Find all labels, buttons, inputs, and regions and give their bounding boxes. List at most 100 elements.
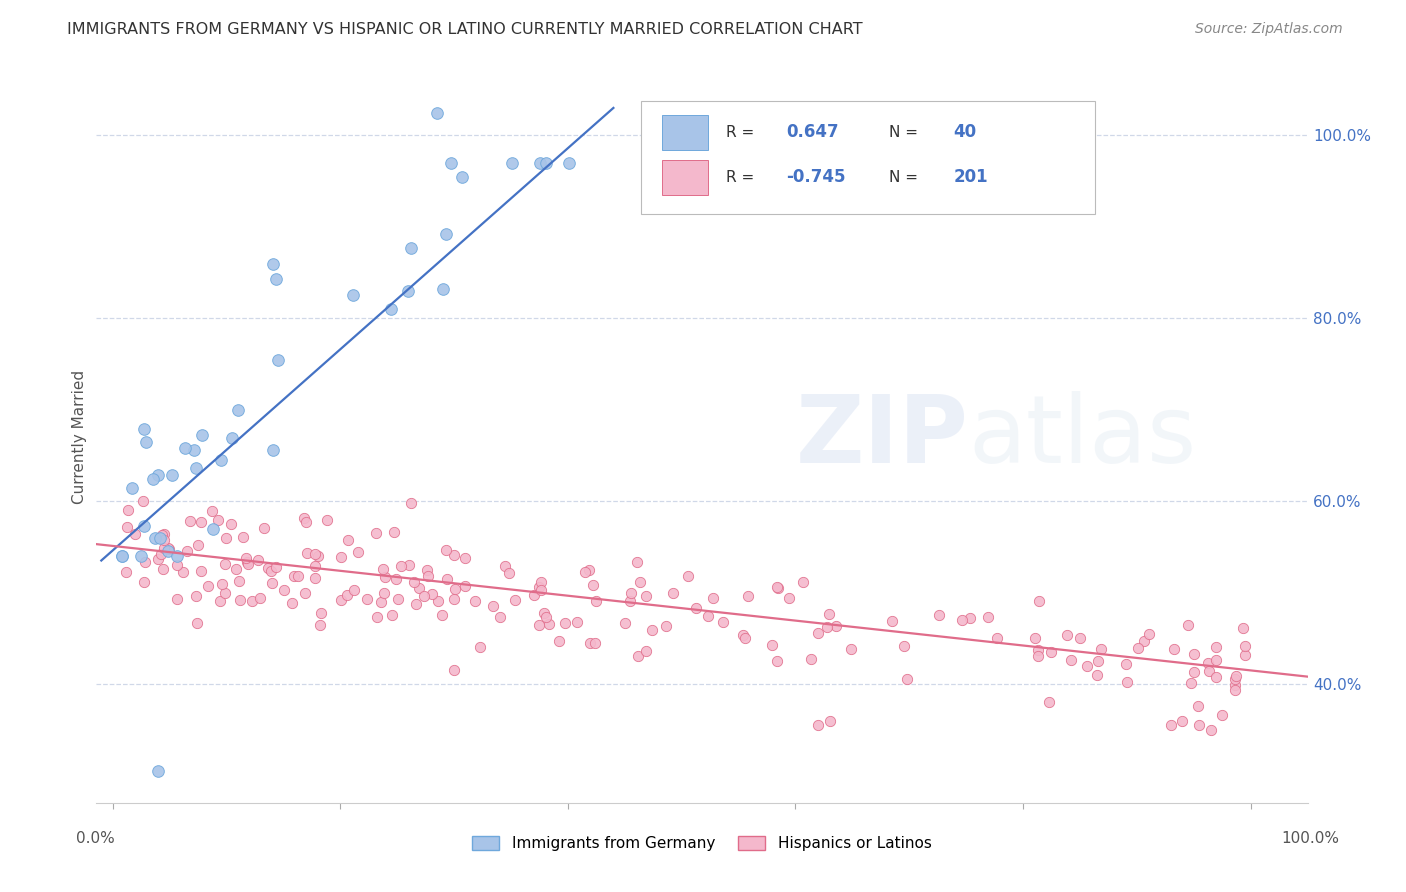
Point	[148, 467, 170, 482]
Point	[558, 155, 581, 169]
Point	[792, 575, 814, 590]
Point	[443, 591, 465, 606]
Point	[585, 635, 607, 649]
Point	[229, 592, 252, 607]
Point	[548, 634, 571, 648]
Point	[1225, 669, 1247, 683]
Point	[343, 583, 366, 598]
Point	[711, 615, 734, 629]
Point	[225, 562, 247, 576]
Point	[256, 561, 278, 575]
Point	[370, 595, 392, 609]
Point	[221, 430, 243, 444]
Point	[329, 592, 352, 607]
Point	[818, 607, 841, 621]
Point	[201, 504, 224, 518]
Point	[184, 589, 207, 603]
Point	[262, 257, 284, 271]
Point	[959, 611, 981, 625]
Point	[581, 578, 603, 592]
Point	[628, 575, 651, 590]
Point	[249, 591, 271, 605]
Point	[1040, 645, 1063, 659]
Point	[565, 615, 588, 630]
Point	[134, 555, 156, 569]
Point	[124, 527, 146, 541]
Point	[434, 227, 457, 242]
Point	[264, 271, 287, 285]
Text: Source: ZipAtlas.com: Source: ZipAtlas.com	[1195, 22, 1343, 37]
Text: R =: R =	[725, 169, 759, 185]
Point	[527, 580, 550, 594]
Point	[436, 572, 458, 586]
Point	[173, 441, 195, 455]
Point	[337, 533, 360, 547]
Point	[574, 565, 596, 579]
Point	[530, 582, 553, 597]
Point	[815, 620, 838, 634]
Point	[329, 550, 352, 565]
Point	[240, 593, 263, 607]
Point	[184, 461, 207, 475]
Point	[977, 610, 1000, 624]
Point	[304, 559, 326, 574]
Point	[356, 591, 378, 606]
Point	[825, 619, 848, 633]
Point	[1171, 714, 1194, 728]
Point	[641, 624, 664, 638]
Point	[627, 649, 650, 664]
Point	[434, 542, 457, 557]
Point	[685, 601, 707, 615]
Point	[498, 566, 520, 580]
Point	[807, 626, 830, 640]
Text: -0.745: -0.745	[786, 169, 846, 186]
Point	[426, 105, 449, 120]
Point	[412, 589, 434, 603]
Point	[152, 562, 174, 576]
Point	[430, 608, 453, 623]
Point	[1188, 718, 1211, 732]
Point	[765, 654, 787, 668]
Point	[1115, 675, 1137, 690]
Point	[264, 559, 287, 574]
Point	[117, 502, 139, 516]
Point	[1205, 653, 1227, 667]
Point	[214, 558, 236, 572]
Text: ZIP: ZIP	[796, 391, 969, 483]
Point	[529, 155, 551, 169]
Point	[766, 581, 789, 595]
Point	[253, 520, 276, 534]
FancyBboxPatch shape	[662, 114, 707, 150]
Point	[440, 155, 463, 169]
Point	[228, 574, 250, 588]
Point	[1137, 627, 1160, 641]
Point	[579, 636, 602, 650]
Point	[211, 577, 233, 591]
Text: atlas: atlas	[969, 391, 1197, 483]
Point	[619, 594, 641, 608]
Point	[533, 606, 555, 620]
Point	[1160, 718, 1182, 732]
Point	[347, 545, 370, 559]
Point	[1085, 668, 1108, 682]
Point	[778, 591, 800, 605]
Point	[131, 494, 153, 508]
Point	[373, 570, 395, 584]
Point	[373, 586, 395, 600]
Point	[1182, 665, 1205, 680]
Point	[404, 574, 426, 589]
Point	[614, 615, 637, 630]
Point	[232, 530, 254, 544]
Point	[1026, 643, 1049, 657]
Point	[489, 610, 512, 624]
Point	[389, 559, 412, 574]
Point	[585, 593, 607, 607]
Point	[416, 563, 439, 577]
Point	[157, 541, 180, 555]
Point	[294, 586, 316, 600]
Point	[262, 442, 284, 457]
Point	[135, 434, 157, 449]
Point	[1197, 656, 1219, 670]
Point	[893, 640, 915, 654]
Text: 0.0%: 0.0%	[76, 831, 115, 847]
